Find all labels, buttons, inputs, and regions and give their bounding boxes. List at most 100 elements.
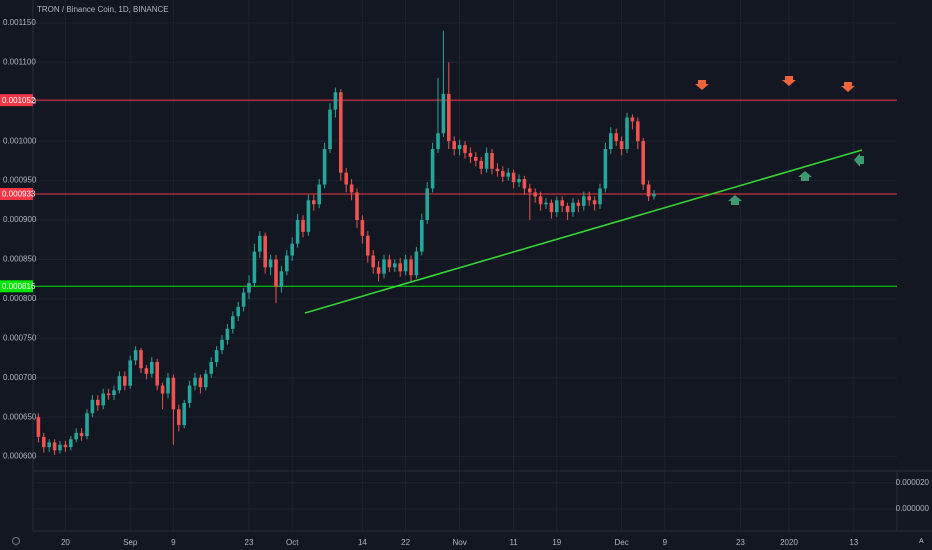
candle-body [387,259,392,268]
candle-body [328,109,332,150]
candle-body [447,93,451,142]
candle-body [69,439,73,448]
candle-body [128,360,132,386]
candle-body [474,156,478,161]
candle-body [74,432,78,440]
candle-body [139,350,143,369]
candle-body [96,399,100,406]
candle-body [274,259,278,288]
candle-body [398,263,402,272]
candle-body [538,196,543,205]
candle-body [252,251,257,284]
candle-body [47,442,51,448]
candle-body [101,393,105,406]
x-tick-label: 2020 [780,538,798,547]
candle-body [198,377,203,388]
candle-body [452,141,456,150]
candle-body [36,417,41,437]
candles [36,30,656,456]
candle-body [214,350,219,362]
y-tick-label: 0.000750 [3,333,37,342]
candle-body [317,184,321,205]
candle-body [646,184,651,197]
candle-body [360,220,365,236]
settings-icon[interactable] [12,537,20,545]
candle-body [630,117,635,122]
down-arrow [695,80,709,90]
y-tick-label: 0.000600 [3,452,37,461]
candle-body [79,432,84,437]
candle-body [112,390,116,396]
candle-body [619,141,624,150]
candle-body [517,179,521,183]
y-tick-label: 0.001100 [3,57,36,66]
left-arrow [854,153,864,167]
candle-body [144,368,149,374]
x-tick-label: 19 [552,538,561,547]
y-tick-label: 0.001150 [3,18,36,27]
x-tick-label: 9 [663,538,668,547]
candle-body [625,117,629,150]
candle-body [506,172,510,177]
x-tick-label: 13 [849,538,858,547]
axes: 0.000600 0.000650 0.000700 0.000750 0.000800… [0,18,930,547]
candle-body [479,160,483,169]
candle-body [555,200,559,213]
x-tick-label: Dec [614,538,628,547]
candle-body [490,152,494,169]
candle-body [85,413,89,437]
candle-body [160,385,165,394]
candle-body [430,149,435,189]
candle-body [42,436,46,448]
candle-body [225,328,230,340]
candle-body [366,235,370,256]
candle-body [609,133,613,150]
candle-body [425,188,429,221]
candle-body [63,444,68,448]
candle-body [549,202,554,213]
candle-body [592,200,597,205]
price-level-label: 0.000816 [2,282,36,291]
candle-body [614,133,618,142]
candle-body [155,361,159,386]
x-tick-label: 23 [736,538,745,547]
price-level-badge [0,280,33,293]
candle-body [204,373,208,388]
candle-body [441,93,446,134]
candle-body [306,200,311,232]
up-arrow [728,195,742,205]
candle-body [376,267,381,274]
candle-body [414,251,419,276]
auto-scale-button[interactable]: A [919,538,924,545]
candle-body [598,188,602,205]
y-tick-label: 0.000850 [3,255,37,264]
x-tick-label: 20 [61,538,70,547]
x-tick-label: Oct [286,538,299,547]
candle-body [560,200,564,206]
y-tick-label: 0.000700 [3,373,37,382]
candle-body [565,205,570,213]
candle-body [279,271,284,288]
candle-body [587,196,591,201]
candle-body [263,235,267,268]
trend-line [304,149,863,314]
candle-body [258,235,262,252]
drawings [304,76,864,314]
candle-body [106,393,111,396]
x-tick-label: 23 [245,538,254,547]
candle-body [231,316,235,329]
x-tick-label: Sep [123,538,138,547]
candle-body [344,172,348,185]
down-arrow [841,82,855,92]
candle-body [522,179,527,189]
candle-body [52,442,57,451]
candle-body [495,168,500,172]
candle-body [371,255,375,268]
candle-body [571,202,575,213]
candle-body [182,402,186,426]
candle-body [528,188,532,193]
candle-body [339,92,343,173]
candle-body [133,350,138,361]
candle-body [90,399,95,414]
